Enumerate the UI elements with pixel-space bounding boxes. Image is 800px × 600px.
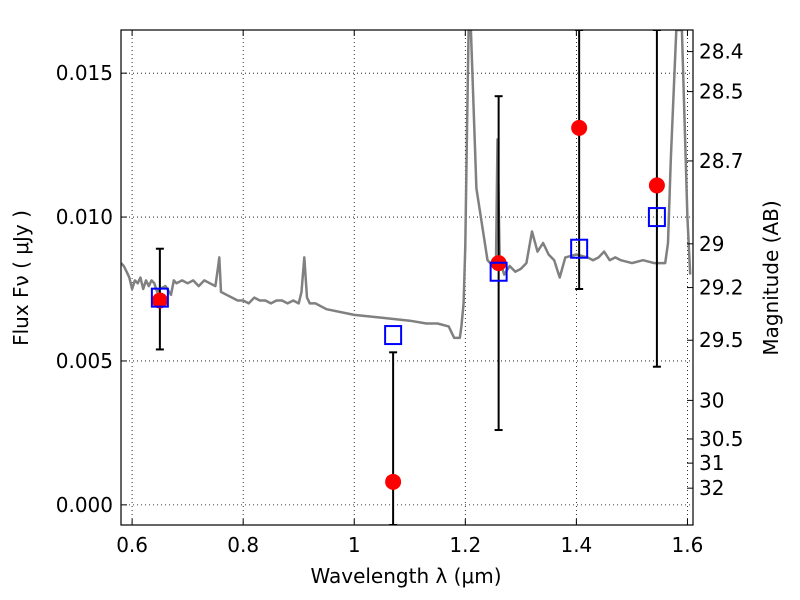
- x-tick-label: 0.6: [116, 533, 148, 557]
- y-axis-label: Flux Fν ( μJy ): [9, 210, 33, 346]
- model-square: [384, 325, 403, 346]
- right-axis-tick-label: 28.7: [699, 149, 744, 173]
- x-tick-label: 0.8: [227, 533, 259, 557]
- errorbar-layer: [155, 30, 661, 525]
- right-axis-tick-label: 28.5: [699, 80, 744, 104]
- grid-lines: [121, 30, 693, 525]
- right-axis-tick-label: 30.5: [699, 427, 744, 451]
- y-tick-label: 0.015: [56, 61, 113, 85]
- x-tick-label: 1.6: [672, 533, 704, 557]
- observed-point: [571, 119, 588, 136]
- plot-frame: [120, 29, 694, 526]
- x-tick-label: 1.4: [560, 533, 592, 557]
- observed-point: [151, 292, 168, 309]
- y-tick-label: 0.010: [56, 205, 113, 229]
- right-axis-tick-label: 31: [699, 451, 724, 475]
- right-axis-label: Magnitude (AB): [759, 200, 783, 355]
- tick-labels: 0.6 0.8 1 1.2 1.4 1.6 0.000 0.005 0.010 0.015 28.4…: [56, 40, 744, 557]
- observed-point: [385, 473, 402, 490]
- spectrum-line: [121, 30, 692, 340]
- model-square: [150, 287, 169, 308]
- right-axis-tick-label: 29.5: [699, 328, 744, 352]
- right-axis-tick-label: 30: [699, 388, 724, 412]
- y-tick-label: 0.000: [56, 493, 113, 517]
- spectrum-layer: [121, 30, 692, 340]
- model-square: [489, 261, 508, 282]
- right-axis-tick-label: 29: [699, 232, 724, 256]
- marker-layer: [150, 119, 666, 490]
- x-axis-label: Wavelength λ (μm): [310, 564, 501, 588]
- right-axis-tick-label: 29.2: [699, 276, 744, 300]
- y-tick-label: 0.005: [56, 349, 113, 373]
- right-axis-tick-label: 32: [699, 476, 724, 500]
- ticks-layer: [121, 30, 693, 525]
- x-tick-label: 1: [348, 533, 361, 557]
- model-square: [647, 207, 666, 228]
- x-tick-label: 1.2: [449, 533, 481, 557]
- model-square: [570, 238, 589, 259]
- right-axis-tick-label: 28.4: [699, 40, 744, 64]
- observed-point: [648, 177, 665, 194]
